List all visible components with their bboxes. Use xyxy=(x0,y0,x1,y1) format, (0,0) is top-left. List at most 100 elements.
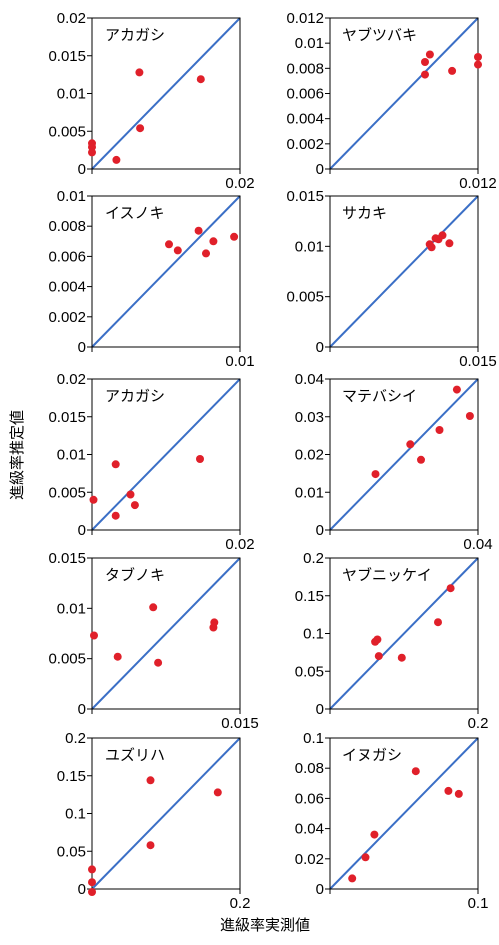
panel-title: アカガシ xyxy=(105,387,165,405)
data-point xyxy=(427,243,436,252)
data-point xyxy=(373,635,382,644)
y-tick-label: 0.006 xyxy=(286,86,324,103)
data-point xyxy=(88,888,96,896)
y-tick-label: 0.004 xyxy=(286,111,324,128)
scatter-panel-8: 0 0.05 0.1 0.15 0.2 0.2 ヤブニッケイ xyxy=(295,550,489,732)
y-tick-label: 0 xyxy=(316,522,324,539)
plot-frame xyxy=(329,195,479,348)
diagonal-line xyxy=(329,378,479,531)
scatter-panel-6: 0 0.01 0.02 0.03 0.04 0.04 マテバシイ xyxy=(295,371,493,553)
x-axis-title: 進級率実測値 xyxy=(220,916,310,934)
y-tick-label: 0.01 xyxy=(295,35,324,52)
panel-title: ヤブツバキ xyxy=(342,26,417,44)
x-tick-label: 0.2 xyxy=(230,895,251,912)
data-point xyxy=(202,249,210,258)
data-point xyxy=(88,878,96,887)
diagonal-line xyxy=(91,737,241,890)
data-point xyxy=(474,60,482,69)
y-tick-label: 0.008 xyxy=(286,60,324,77)
x-tick-label: 0.1 xyxy=(468,895,489,912)
plot-frame xyxy=(329,737,479,890)
data-point xyxy=(370,830,379,839)
x-tick-label: 0.015 xyxy=(221,715,259,732)
scatter-panel-1: 0 0.005 0.01 0.015 0.02 0.02 アカガシ xyxy=(48,10,254,192)
data-point xyxy=(89,495,98,504)
y-tick-label: 0.03 xyxy=(295,409,324,426)
x-tick-label: 0.015 xyxy=(459,353,497,370)
diagonal-line xyxy=(329,557,479,710)
y-tick-label: 0.01 xyxy=(57,600,86,617)
diagonal-line xyxy=(329,737,479,890)
data-point xyxy=(111,460,120,469)
data-point xyxy=(452,385,461,394)
y-tick-label: 0.08 xyxy=(295,760,324,777)
panel-title: ヤブニッケイ xyxy=(342,566,432,584)
data-point xyxy=(474,53,482,61)
panel-title: イスノキ xyxy=(105,204,165,222)
data-point xyxy=(112,155,121,164)
y-tick-label: 0 xyxy=(78,881,86,898)
y-tick-label: 0.04 xyxy=(295,821,324,838)
y-tick-label: 0 xyxy=(316,161,324,178)
y-tick-label: 0 xyxy=(316,881,324,898)
y-tick-label: 0.005 xyxy=(48,123,86,140)
plot-frame xyxy=(91,195,241,348)
y-tick-label: 0.15 xyxy=(57,768,86,785)
data-point xyxy=(448,66,457,75)
y-tick-label: 0.05 xyxy=(295,663,324,680)
data-point xyxy=(146,841,155,850)
scatter-panel-2: 0 0.002 0.004 0.006 0.008 0.01 0.012 0.012 ヤブツバキ xyxy=(286,10,496,192)
panel-title: サカキ xyxy=(342,204,387,222)
y-tick-label: 0.002 xyxy=(286,136,324,153)
y-tick-label: 0.2 xyxy=(303,550,324,567)
data-point xyxy=(417,455,425,464)
y-tick-label: 0.04 xyxy=(295,371,324,388)
y-tick-label: 0 xyxy=(78,701,86,718)
diagonal-line xyxy=(329,17,479,170)
data-point xyxy=(421,58,429,66)
y-tick-label: 0.06 xyxy=(295,790,324,807)
scatter-panel-9: 0 0.05 0.1 0.15 0.2 0.2 ユズリハ xyxy=(57,730,251,912)
y-tick-label: 0.01 xyxy=(295,238,324,255)
data-point xyxy=(173,246,182,255)
diagonal-line xyxy=(91,557,241,710)
data-point xyxy=(210,618,219,627)
diagonal-line xyxy=(91,195,241,348)
panel-title: アカガシ xyxy=(105,26,165,44)
data-point xyxy=(130,501,139,510)
y-tick-label: 0.012 xyxy=(286,10,324,27)
y-tick-label: 0 xyxy=(78,339,86,356)
y-tick-label: 0.015 xyxy=(286,188,324,205)
diagonal-line xyxy=(91,378,241,531)
data-point xyxy=(146,776,155,785)
scatter-panel-3: 0 0.002 0.004 0.006 0.008 0.01 0.01 イスノキ xyxy=(48,188,254,370)
data-point xyxy=(194,226,203,235)
panel-title: ユズリハ xyxy=(105,746,165,764)
data-point xyxy=(230,232,239,241)
y-tick-label: 0.006 xyxy=(48,248,86,265)
data-point xyxy=(213,788,222,797)
x-tick-label: 0.04 xyxy=(463,536,492,553)
scatter-panel-7: 0 0.005 0.01 0.015 0.015 タブノキ xyxy=(48,550,258,732)
y-tick-label: 0.015 xyxy=(48,48,86,65)
data-point xyxy=(136,124,145,133)
data-point xyxy=(126,490,135,499)
y-tick-label: 0.15 xyxy=(295,588,324,605)
y-tick-label: 0.02 xyxy=(295,447,324,464)
y-tick-label: 0.015 xyxy=(48,409,86,426)
data-point xyxy=(361,853,370,862)
y-tick-label: 0.002 xyxy=(48,309,86,326)
data-point xyxy=(88,148,96,157)
x-tick-label: 0.2 xyxy=(468,715,489,732)
data-point xyxy=(348,874,357,883)
data-point xyxy=(425,50,434,59)
scatter-panel-10: 0 0.02 0.04 0.06 0.08 0.1 0.1 イヌガシ xyxy=(295,730,489,912)
data-point xyxy=(371,470,380,479)
y-tick-label: 0.01 xyxy=(57,86,86,103)
data-point xyxy=(113,652,122,661)
x-tick-label: 0.02 xyxy=(225,536,254,553)
y-tick-label: 0.01 xyxy=(57,188,86,205)
data-point xyxy=(111,511,120,520)
x-tick-label: 0.02 xyxy=(225,175,254,192)
